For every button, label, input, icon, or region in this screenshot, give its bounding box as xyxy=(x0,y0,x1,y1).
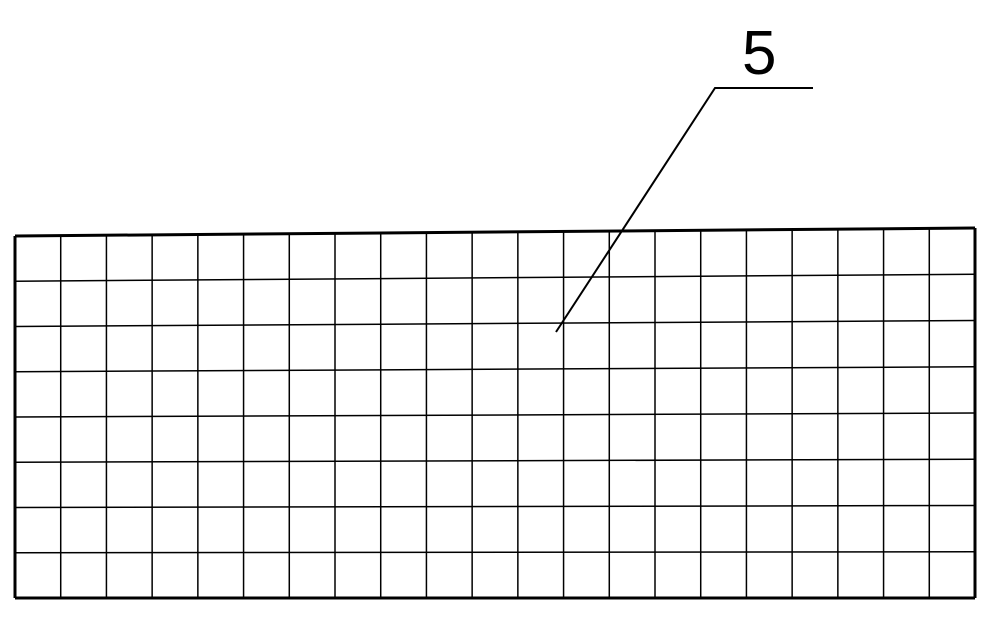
diagram-canvas: 5 xyxy=(0,0,1000,635)
reference-label: 5 xyxy=(742,18,776,89)
grid-diagram-svg xyxy=(0,0,1000,635)
